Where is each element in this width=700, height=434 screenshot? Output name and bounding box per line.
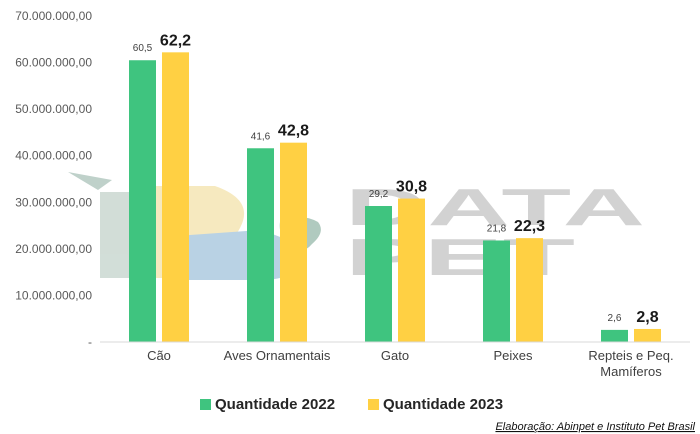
data-label-2022: 21,8	[487, 223, 507, 234]
x-tick-label: Repteis e Peq. Mamíferos	[588, 348, 673, 379]
bar-2022	[129, 60, 156, 342]
y-tick-label: 70.000.000,00	[15, 9, 92, 23]
bar-2022	[365, 206, 392, 342]
bar-2023	[162, 52, 189, 342]
x-tick-label: Cão	[147, 348, 171, 363]
y-tick-label: 60.000.000,00	[15, 56, 92, 70]
data-label-2022: 2,6	[608, 313, 622, 324]
y-tick-label: 40.000.000,00	[15, 149, 92, 163]
x-axis: Cão Aves Ornamentais Gato Peixes Repteis e P…	[147, 348, 674, 379]
x-tick-label: Gato	[381, 348, 409, 363]
y-tick-label: -	[88, 335, 92, 349]
data-label-2023: 62,2	[160, 32, 191, 49]
y-axis: - 10.000.000,00 20.000.000,00 30.000.000,00…	[15, 9, 92, 349]
data-label-2022: 29,2	[369, 189, 389, 200]
data-label-2023: 2,8	[636, 309, 658, 326]
y-tick-label: 30.000.000,00	[15, 195, 92, 209]
bar-2023	[516, 238, 543, 342]
x-tick-label: Peixes	[493, 348, 533, 363]
bar-2022	[247, 148, 274, 342]
data-label-2023: 22,3	[514, 218, 545, 235]
x-tick-label: Aves Ornamentais	[224, 348, 331, 363]
data-label-2022: 41,6	[251, 131, 271, 142]
watermark-bird-icon	[68, 172, 112, 190]
legend-label: Quantidade 2023	[383, 396, 503, 413]
legend-label: Quantidade 2022	[215, 396, 335, 413]
bar-2023	[280, 142, 307, 342]
y-tick-label: 20.000.000,00	[15, 242, 92, 256]
y-tick-label: 50.000.000,00	[15, 102, 92, 116]
data-label-2022: 60,5	[133, 43, 153, 54]
bar-2023	[398, 198, 425, 342]
watermark-text-line1: DATA	[345, 179, 645, 237]
legend-swatch	[368, 399, 379, 410]
source-note: Elaboração: Abinpet e Instituto Pet Bras…	[495, 421, 695, 433]
data-labels: 60,5 62,2 41,6 42,8 29,2 30,8 21,8 22,3 2,6 2,8	[133, 32, 659, 326]
bar-2022	[483, 240, 510, 342]
legend-swatch	[200, 399, 211, 410]
data-label-2023: 30,8	[396, 179, 427, 196]
bar-2022	[601, 329, 628, 342]
data-label-2023: 42,8	[278, 123, 309, 140]
bars	[129, 52, 661, 342]
y-tick-label: 10.000.000,00	[15, 288, 92, 302]
legend: Quantidade 2022 Quantidade 2023	[200, 396, 503, 413]
bar-2023	[634, 328, 661, 342]
